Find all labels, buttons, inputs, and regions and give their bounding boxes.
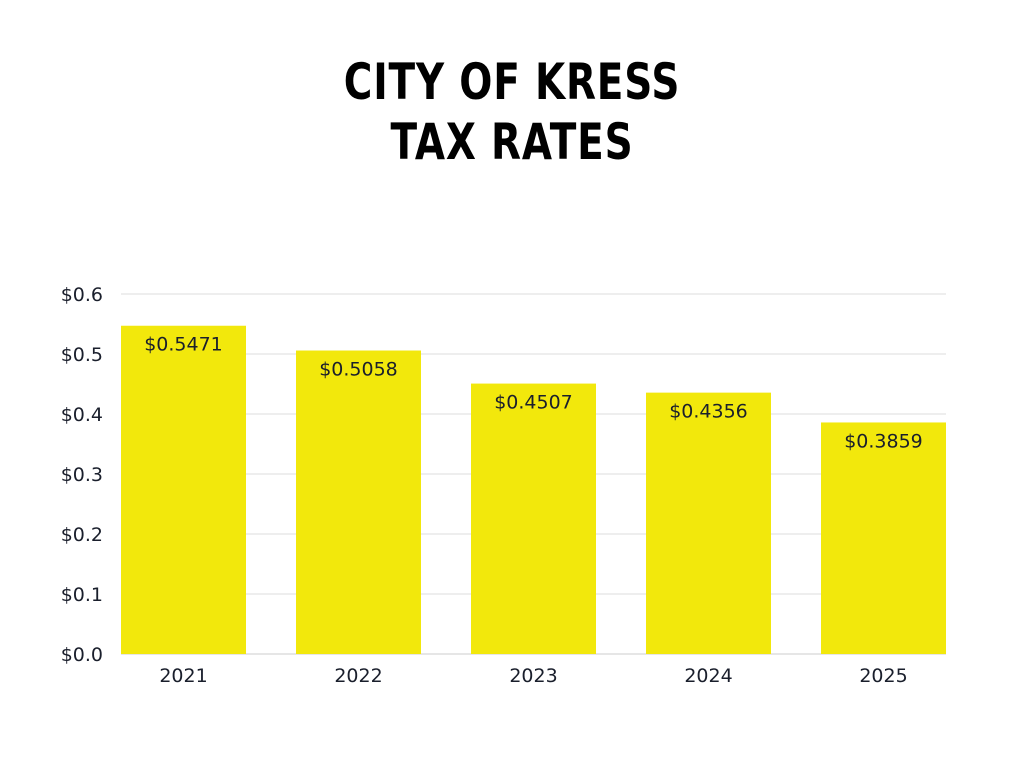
bar <box>646 392 771 654</box>
y-tick-label: $0.2 <box>61 524 103 546</box>
bar <box>121 325 246 654</box>
bar <box>821 422 946 654</box>
chart-title: CITY OF KRESS TAX RATES <box>113 52 912 172</box>
data-label: $0.5058 <box>319 359 398 381</box>
data-labels: $0.5471 $0.5058 $0.4507 $0.4356 $0.3859 <box>144 334 923 453</box>
data-label: $0.4356 <box>669 401 748 423</box>
y-tick-label: $0.1 <box>61 584 103 606</box>
chart-title-line-2: TAX RATES <box>390 113 634 171</box>
y-tick-label: $0.5 <box>61 344 103 366</box>
x-tick-label: 2021 <box>159 665 207 687</box>
x-tick-label: 2023 <box>509 665 557 687</box>
x-tick-label: 2025 <box>859 665 907 687</box>
data-label: $0.4507 <box>494 392 573 414</box>
data-label: $0.5471 <box>144 334 223 356</box>
data-label: $0.3859 <box>844 430 923 452</box>
bars <box>121 325 946 654</box>
bar <box>296 350 421 654</box>
x-tick-label: 2024 <box>684 665 732 687</box>
x-axis-ticks: 2021 2022 2023 2024 2025 <box>159 665 907 687</box>
bar <box>471 383 596 654</box>
y-tick-label: $0.4 <box>61 404 103 426</box>
y-tick-label: $0.3 <box>61 464 103 486</box>
chart-title-line-1: CITY OF KRESS <box>343 53 681 111</box>
y-axis-ticks: $0.0 $0.1 $0.2 $0.3 $0.4 $0.5 $0.6 <box>61 284 103 666</box>
x-tick-label: 2022 <box>334 665 382 687</box>
y-tick-label: $0.0 <box>61 644 103 666</box>
y-tick-label: $0.6 <box>61 284 103 306</box>
